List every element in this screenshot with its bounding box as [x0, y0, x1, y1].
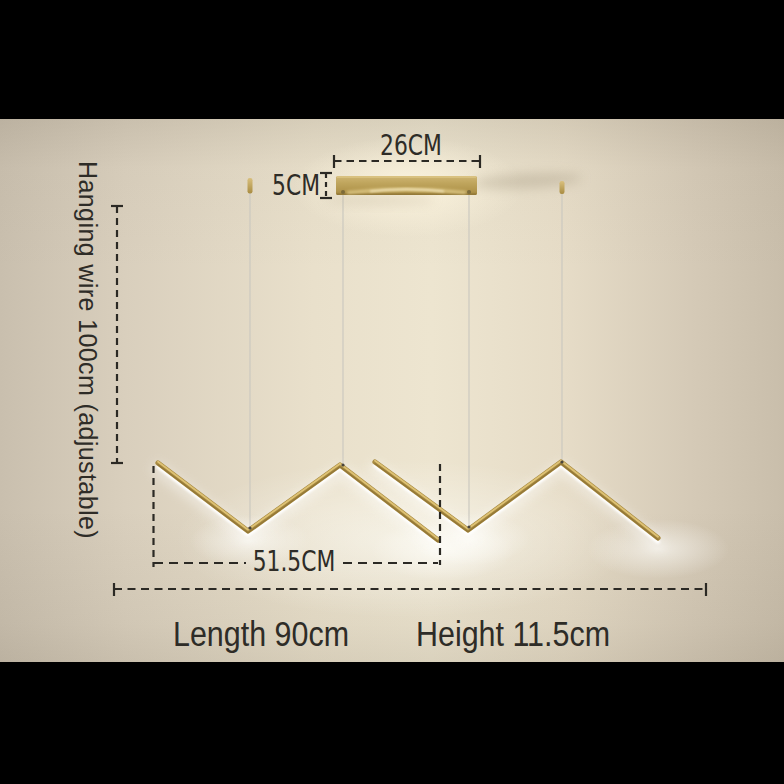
product-photo: { "diagram": { "labels": { "plate_width"…: [0, 0, 784, 784]
segment-length-label: 51.5CM: [253, 548, 336, 576]
plate-screw-left: [341, 190, 345, 194]
letterbox-top: [0, 0, 784, 119]
length-label: Length 90cm: [173, 616, 349, 651]
wire-connector-2: [341, 463, 344, 466]
ceiling-pin-left: [248, 178, 253, 194]
ceiling-pin-right: [560, 181, 565, 194]
wire-connector-4: [560, 460, 563, 463]
plate-shadow: [472, 171, 583, 191]
plate-height-label: 5CM: [272, 172, 320, 200]
hanging-wire-label: Hanging wire 100cm (adjustable): [75, 161, 100, 539]
plate-shadow-under: [325, 195, 435, 205]
hanging-wires: [250, 193, 562, 529]
wire-connector-1: [248, 526, 251, 529]
wire-connector-3: [467, 525, 470, 528]
letterbox-bottom: [0, 662, 784, 784]
diagram-canvas: 26CM 5CM Hanging wire 100cm (adjustable)…: [0, 119, 784, 662]
height-label: Height 11.5cm: [416, 616, 610, 651]
lamp-diagram-art: [0, 119, 784, 662]
plate-width-label: 26CM: [380, 132, 442, 160]
plate-screw-right: [467, 190, 471, 194]
